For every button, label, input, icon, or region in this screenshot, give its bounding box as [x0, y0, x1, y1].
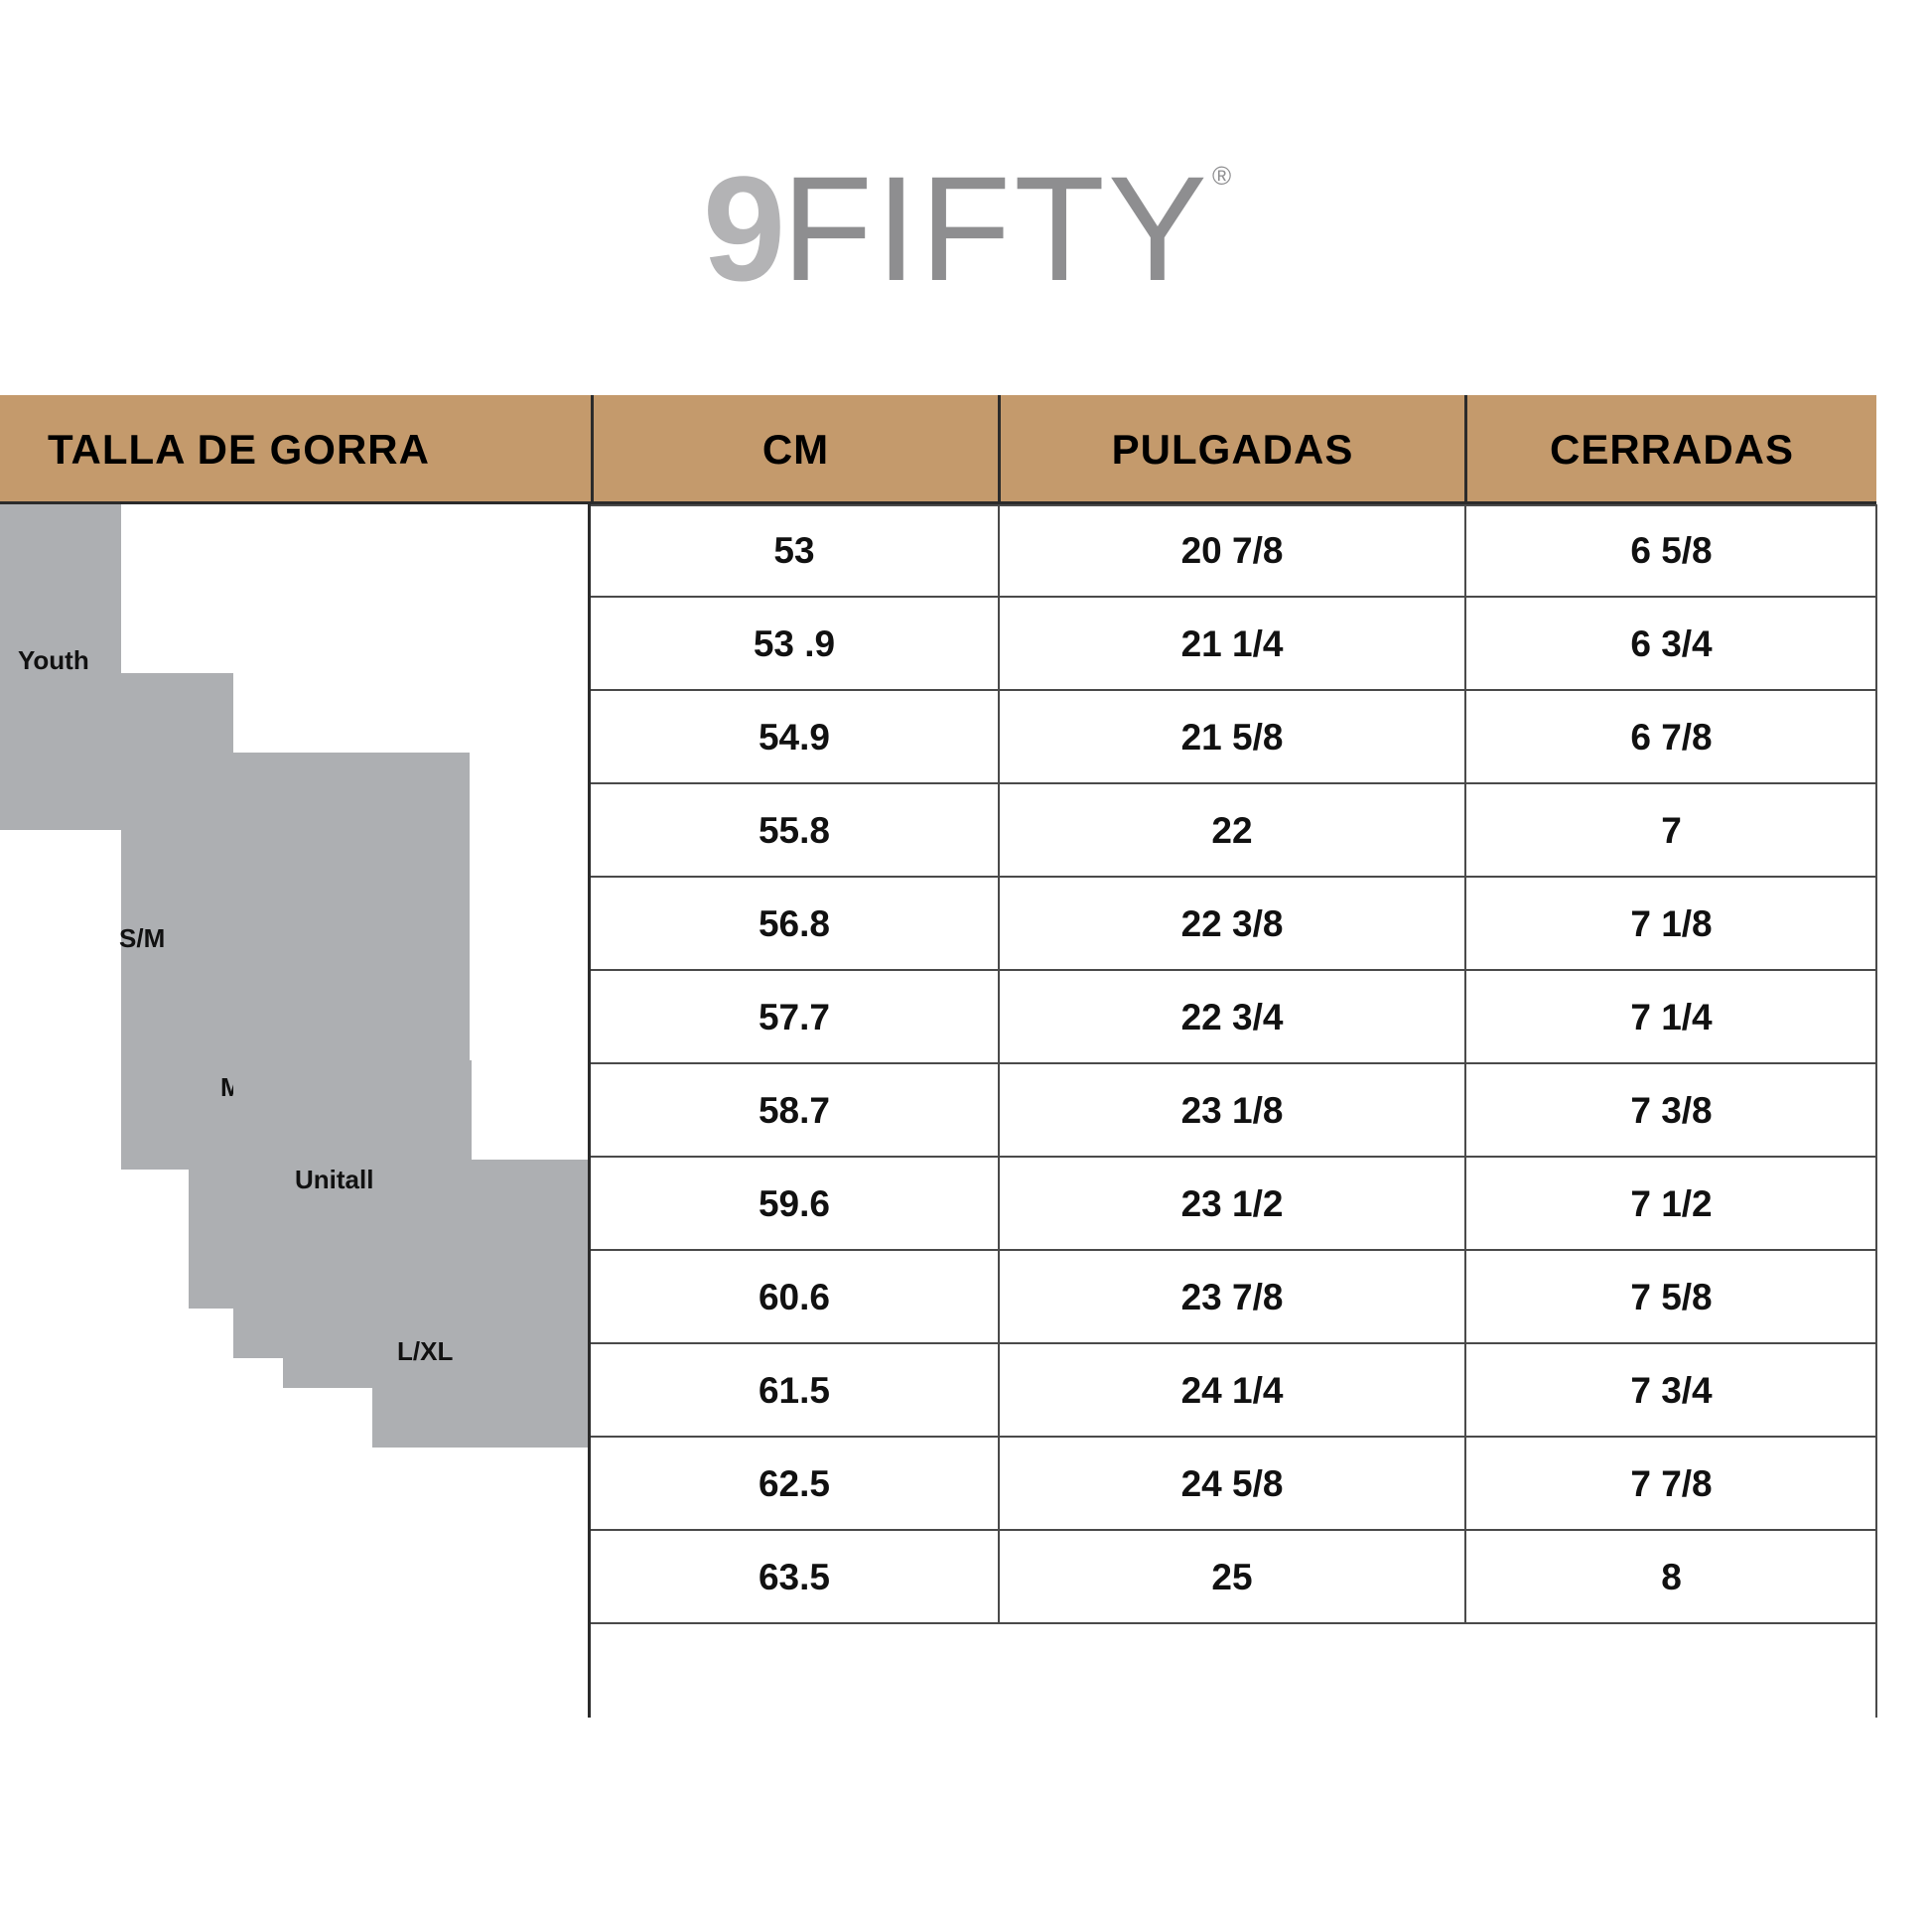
column-header-cm: CM [591, 395, 998, 504]
cell-cerradas: 7 1/2 [1464, 1158, 1876, 1251]
cell-cerradas: 6 5/8 [1464, 504, 1876, 598]
grid-top-rule [591, 504, 1876, 506]
cell-pulgadas: 22 [998, 784, 1464, 878]
size-band-label-l-xl: L/XL [397, 1336, 454, 1366]
cell-pulgadas: 23 7/8 [998, 1251, 1464, 1344]
cell-cerradas: 7 7/8 [1464, 1438, 1876, 1531]
cell-pulgadas: 21 5/8 [998, 691, 1464, 784]
cell-cm: 59.6 [758, 1183, 830, 1224]
logo-bold-text: 9 [702, 145, 785, 312]
cell-cerradas: 7 1/4 [1464, 971, 1876, 1064]
cell-pulgadas: 22 3/4 [998, 971, 1464, 1064]
column-header-talla-de-gorra: TALLA DE GORRA [48, 426, 430, 473]
table-row: 53 .9 21 1/4 6 3/4 [591, 598, 1876, 691]
table-row: 59.6 23 1/2 7 1/2 [591, 1158, 1876, 1251]
cell-cerradas: 6 7/8 [1464, 691, 1876, 784]
cell-cm: 61.5 [758, 1370, 830, 1411]
cell-pulgadas: 25 [998, 1531, 1464, 1624]
table-row: 57.7 22 3/4 7 1/4 [591, 971, 1876, 1064]
table-row: 63.5 25 8 [591, 1531, 1876, 1624]
cell-pulgadas: 20 7/8 [998, 504, 1464, 598]
column-header-cerradas: CERRADAS [1464, 395, 1876, 504]
cell-cerradas: 7 1/8 [1464, 878, 1876, 971]
cell-pulgadas: 22 3/8 [998, 878, 1464, 971]
logo-light-text: FIFTY [781, 145, 1210, 312]
table-row: 53 20 7/8 6 5/8 [591, 504, 1876, 598]
column-header-pulgadas: PULGADAS [998, 395, 1464, 504]
cell-cm: 57.7 [758, 997, 830, 1037]
cell-cm: 62.5 [758, 1463, 830, 1504]
table-row: 54.9 21 5/8 6 7/8 [591, 691, 1876, 784]
cell-cm: 56.8 [758, 903, 830, 944]
size-band-label-youth: Youth [18, 645, 89, 675]
brand-logo: 9 FIFTY ® [0, 149, 1932, 308]
cell-cerradas: 8 [1464, 1531, 1876, 1624]
cell-cm: 60.6 [758, 1277, 830, 1317]
cell-cm: 54.9 [758, 717, 830, 758]
registered-trademark-icon: ® [1211, 161, 1232, 191]
cell-cerradas: 6 3/4 [1464, 598, 1876, 691]
size-band-block [283, 1279, 588, 1388]
table-row: 55.8 22 7 [591, 784, 1876, 878]
cell-pulgadas: 23 1/2 [998, 1158, 1464, 1251]
size-band-block [0, 504, 121, 753]
cell-pulgadas: 24 1/4 [998, 1344, 1464, 1438]
cell-pulgadas: 24 5/8 [998, 1438, 1464, 1531]
table-row: 58.7 23 1/8 7 3/8 [591, 1064, 1876, 1158]
table-header-row: TALLA DE GORRA CM PULGADAS CERRADAS [0, 395, 1876, 504]
cell-pulgadas: 23 1/8 [998, 1064, 1464, 1158]
cell-cm: 58.7 [758, 1090, 830, 1131]
cell-cm: 55.8 [758, 810, 830, 851]
grid-right-rule [1875, 504, 1877, 1718]
table-row: 61.5 24 1/4 7 3/4 [591, 1344, 1876, 1438]
table-row: 62.5 24 5/8 7 7/8 [591, 1438, 1876, 1531]
cell-cerradas: 7 5/8 [1464, 1251, 1876, 1344]
cell-cm: 63.5 [758, 1557, 830, 1597]
cell-cm: 53 .9 [753, 623, 836, 664]
cell-cerradas: 7 [1464, 784, 1876, 878]
measurement-grid: 53 20 7/8 6 5/8 53 .9 21 1/4 6 3/4 54.9 21 5/8 6… [591, 504, 1877, 1718]
size-band-label-s-m: S/M [119, 923, 166, 953]
cell-cm: 53 [773, 530, 815, 571]
table-row: 56.8 22 3/8 7 1/8 [591, 878, 1876, 971]
cell-cerradas: 7 3/4 [1464, 1344, 1876, 1438]
cell-pulgadas: 21 1/4 [998, 598, 1464, 691]
logo-9fifty: 9 FIFTY ® [702, 145, 1232, 312]
size-table: TALLA DE GORRA CM PULGADAS CERRADAS Yout… [0, 395, 1877, 1718]
table-row: 60.6 23 7/8 7 5/8 [591, 1251, 1876, 1344]
cell-cerradas: 7 3/8 [1464, 1064, 1876, 1158]
